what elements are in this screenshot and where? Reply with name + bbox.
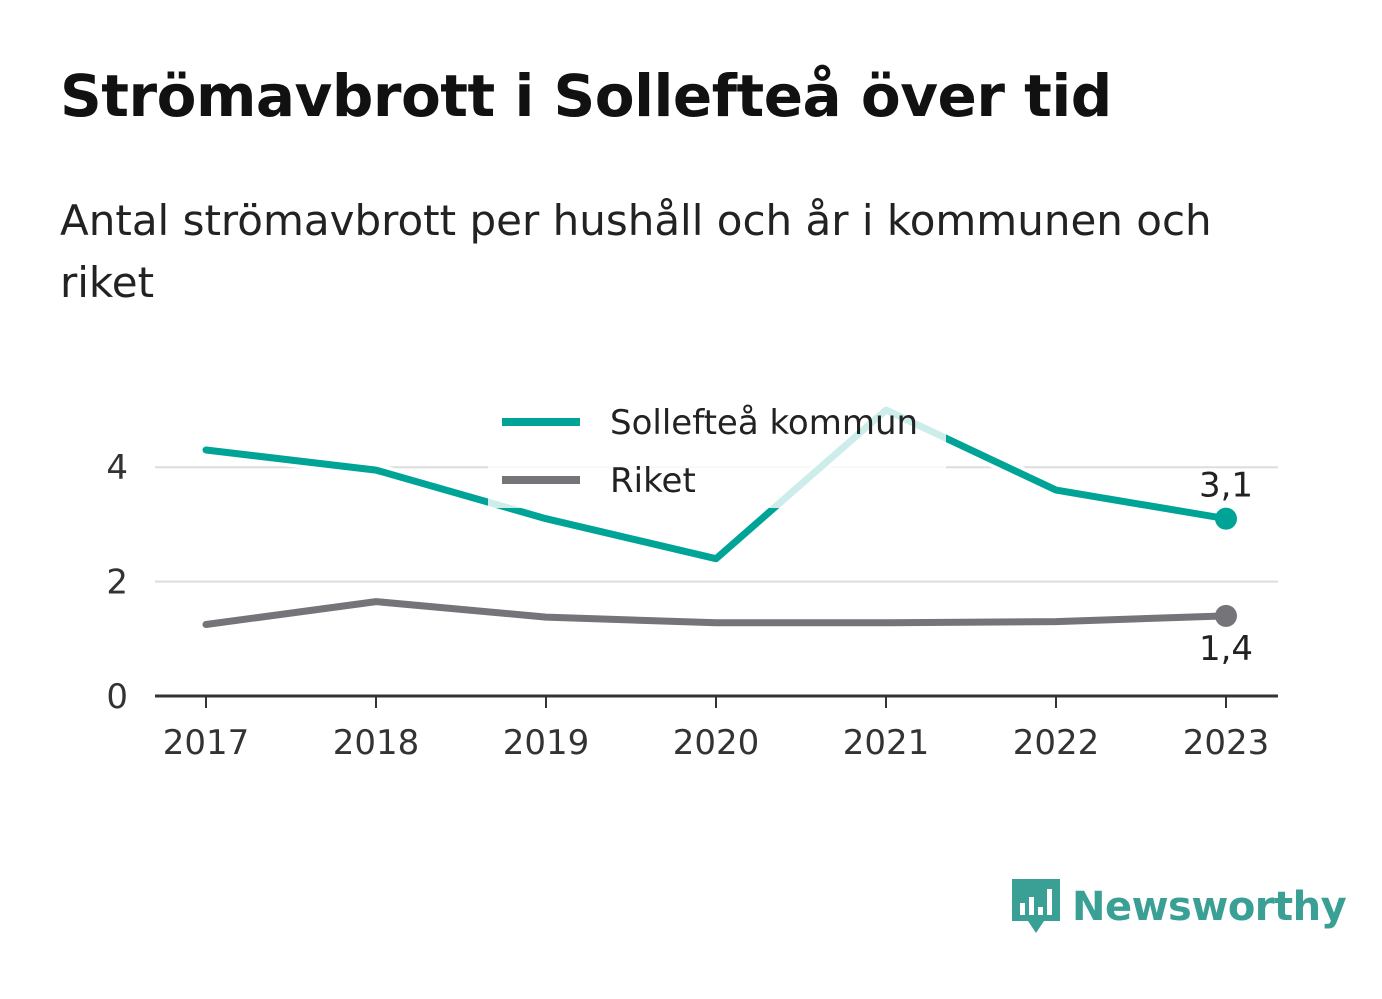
series-lines: [199, 403, 1233, 632]
end-labels: 3,1 1,4: [1199, 466, 1253, 669]
x-tick-label: 2023: [1183, 723, 1270, 763]
bar-chart-speech-bubble-icon: [1012, 879, 1060, 933]
end-value-label: 3,1: [1199, 466, 1253, 506]
end-point-marker: [1215, 507, 1237, 530]
series-line-sollefteå: [202, 406, 1230, 563]
chart-subtitle: Antal strömavbrott per hushåll och år i …: [60, 196, 1212, 307]
x-tick-label: 2019: [503, 723, 590, 763]
series-line-riket: [202, 598, 1230, 628]
y-tick-label: 4: [106, 448, 128, 488]
x-tick-label: 2020: [673, 723, 760, 763]
x-tick-label: 2022: [1013, 723, 1100, 763]
legend-background: [488, 396, 946, 508]
chart-title: Strömavbrott i Sollefteå över tid: [60, 62, 1112, 130]
legend: Sollefteå kommun Riket: [488, 396, 946, 508]
brand-name: Newsworthy: [1072, 884, 1347, 930]
y-tick-label: 2: [106, 563, 128, 603]
legend-label: Sollefteå kommun: [610, 403, 918, 443]
y-tick-label: 0: [106, 677, 128, 717]
end-point-marker: [1215, 604, 1237, 627]
x-tick-label: 2021: [843, 723, 930, 763]
x-tick-label: 2017: [163, 723, 250, 763]
x-tick-label: 2018: [333, 723, 420, 763]
newsworthy-logo: Newsworthy: [1010, 877, 1347, 937]
end-value-label: 1,4: [1199, 629, 1253, 669]
y-axis-ticks: 0 2 4: [106, 448, 128, 717]
legend-label: Riket: [610, 461, 696, 501]
line-chart: 0 2 4 2017 2018 2019 2020 2021 2022 2023 Solleft…: [106, 396, 1278, 763]
x-axis: 2017 2018 2019 2020 2021 2022 2023: [155, 694, 1278, 763]
